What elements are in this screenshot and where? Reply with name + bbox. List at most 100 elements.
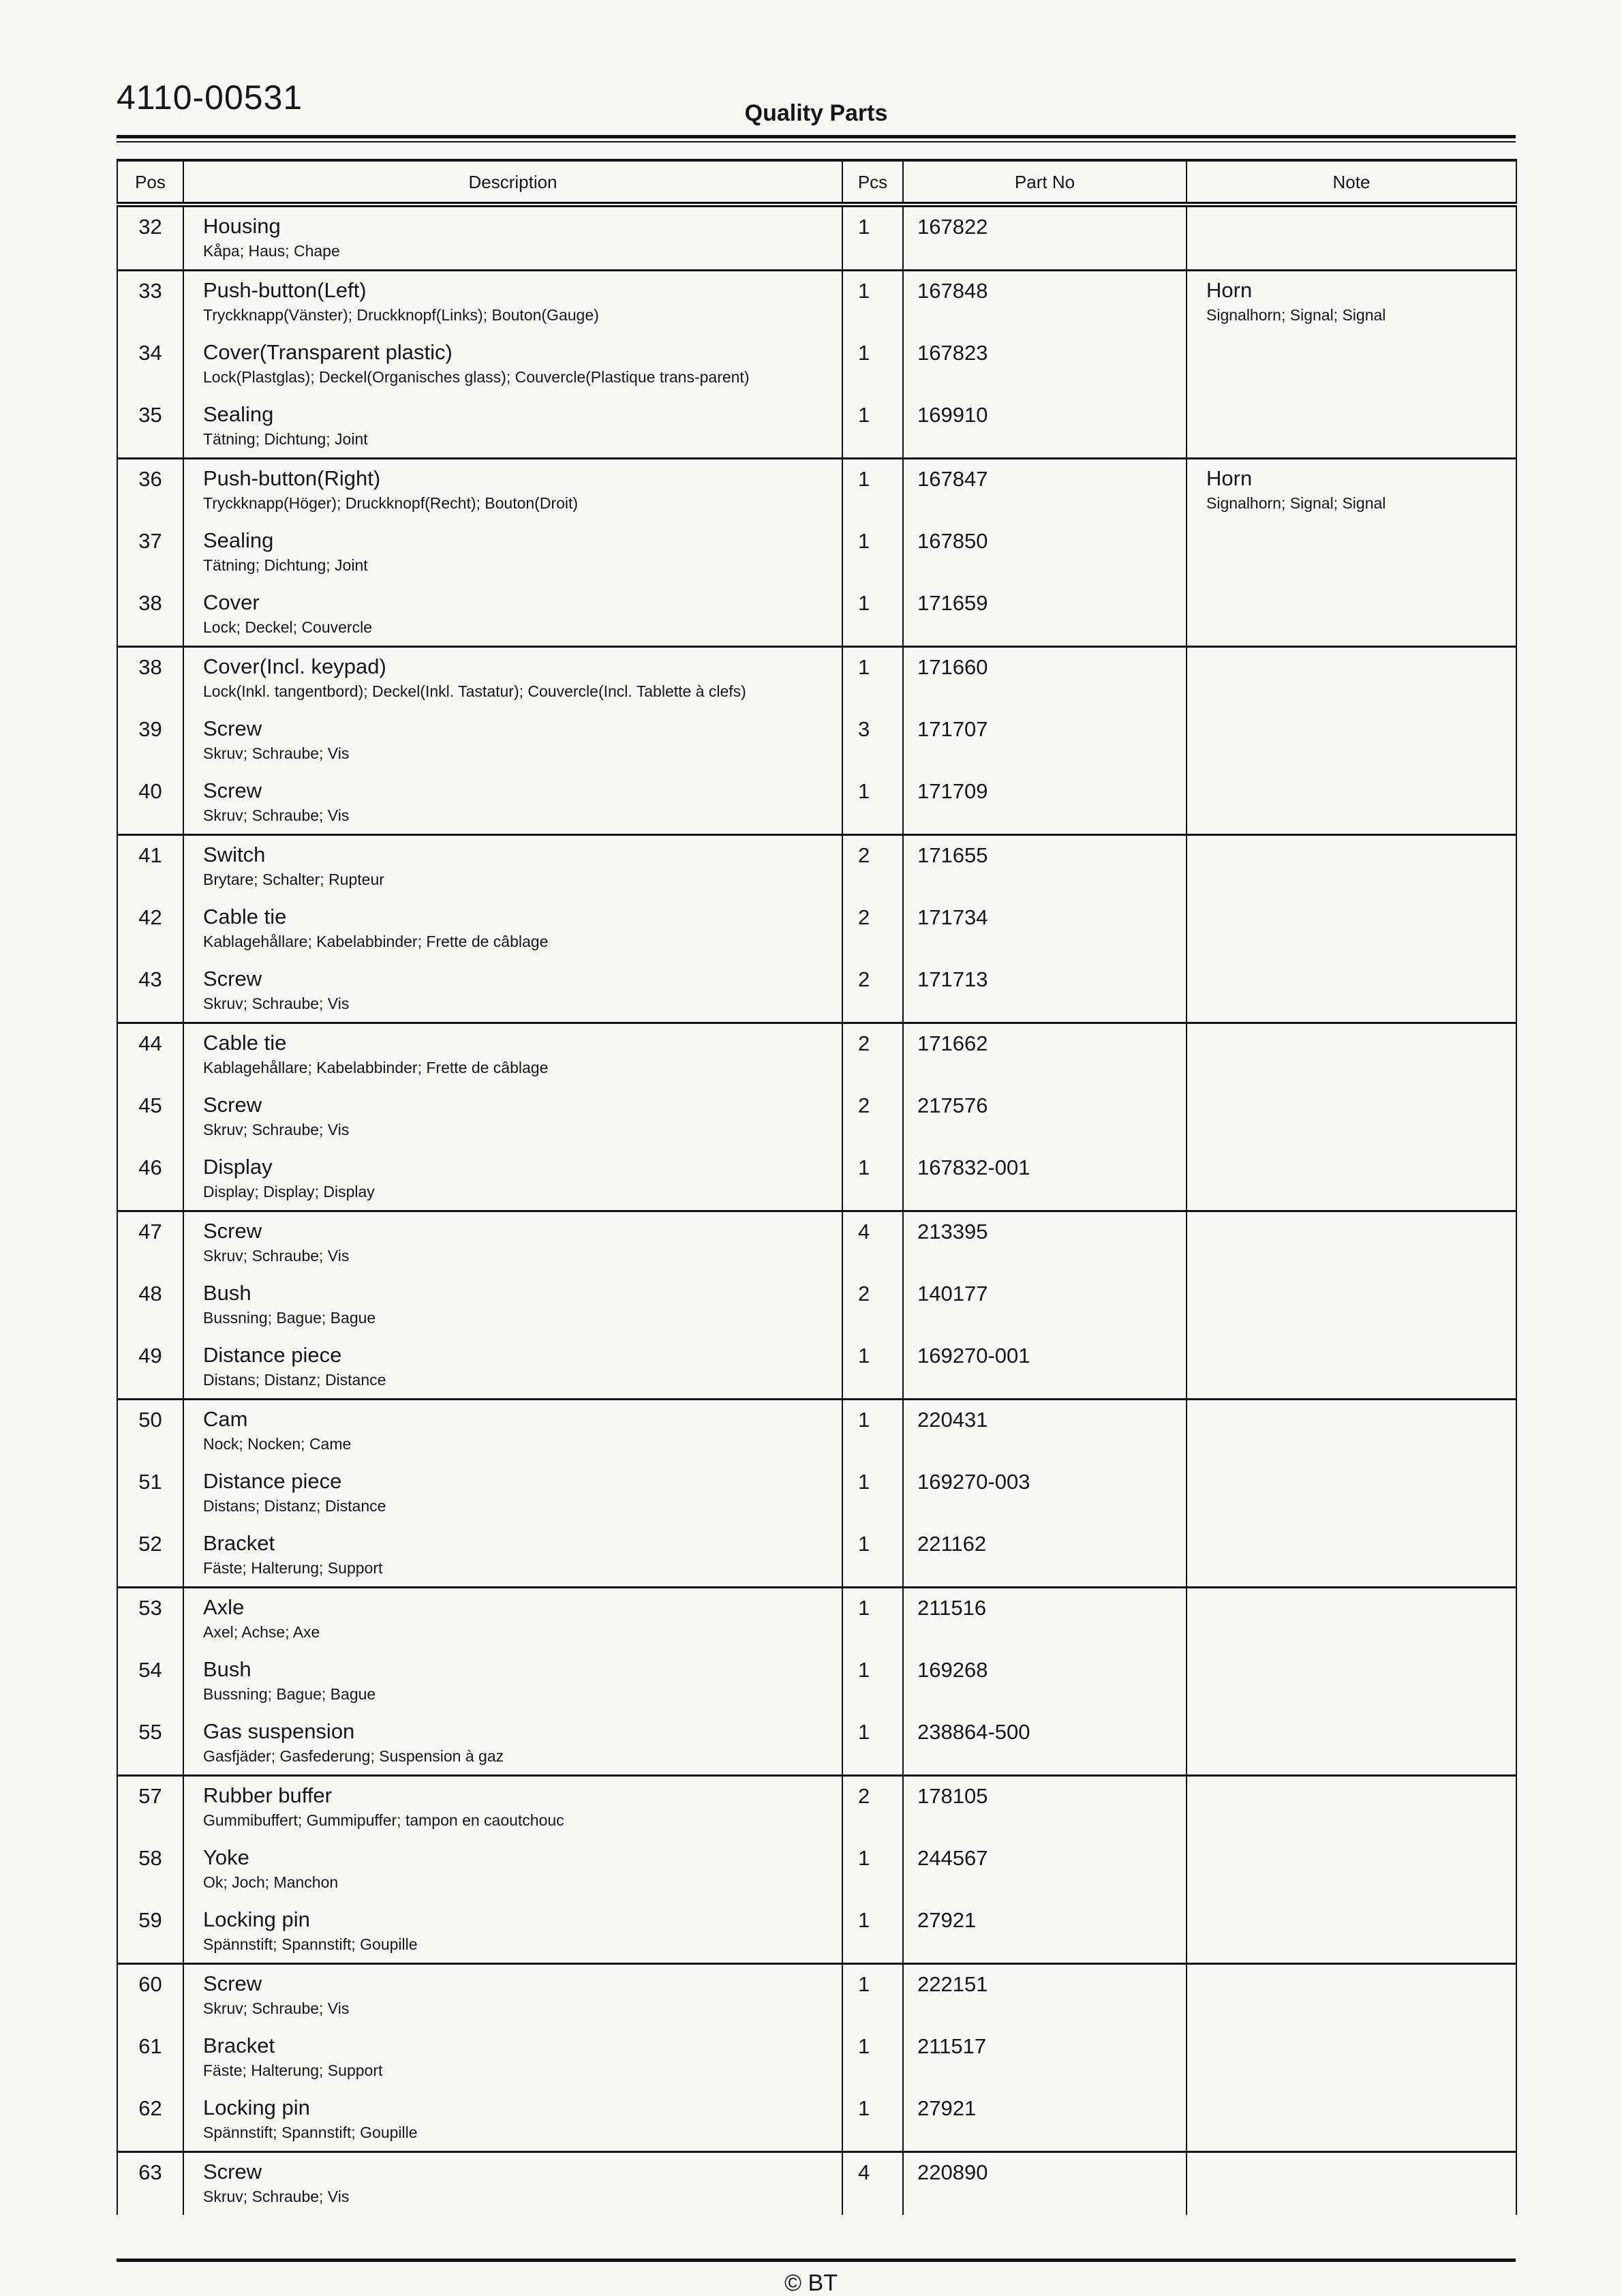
- note-cell: [1186, 395, 1517, 459]
- table-row: 62 Locking pin Spännstift; Spannstift; Gou…: [117, 2089, 1517, 2152]
- note-cell: [1186, 1712, 1517, 1776]
- description-main: Cover: [203, 590, 260, 614]
- note-cell: [1186, 2089, 1517, 2152]
- table-row: 61 Bracket Fäste; Halterung; Support 1 21151…: [117, 2027, 1517, 2089]
- pcs-cell: 1: [842, 522, 904, 584]
- note-cell: [1186, 898, 1517, 960]
- part-no-cell: 169268: [902, 1650, 1187, 1712]
- description-cell: Cable tie Kablagehållare; Kabelabbinder; …: [183, 1022, 843, 1086]
- part-no-cell: 140177: [902, 1274, 1187, 1336]
- pcs-cell: 1: [842, 2089, 904, 2152]
- description-translations: Kåpa; Haus; Chape: [203, 242, 340, 260]
- description-cell: Bush Bussning; Bague; Bague: [183, 1274, 843, 1336]
- pos-cell: 55: [117, 1712, 184, 1776]
- part-no-cell: 167850: [902, 522, 1187, 584]
- pos-cell: 37: [117, 522, 184, 584]
- part-no-cell: 238864-500: [902, 1712, 1187, 1776]
- note-cell: [1186, 1963, 1517, 2027]
- table-row: 38 Cover Lock; Deckel; Couvercle 1 171659: [117, 584, 1517, 647]
- pos-cell: 45: [117, 1086, 184, 1148]
- description-cell: Sealing Tätning; Dichtung; Joint: [183, 395, 843, 459]
- description-main: Rubber buffer: [203, 1783, 332, 1807]
- part-no-cell: 167832-001: [902, 1148, 1187, 1211]
- description-cell: Screw Skruv; Schraube; Vis: [183, 1210, 843, 1274]
- part-no-cell: 171713: [902, 960, 1187, 1023]
- description-main: Push-button(Right): [203, 466, 381, 490]
- description-cell: Screw Skruv; Schraube; Vis: [183, 1086, 843, 1148]
- pcs-cell: 1: [842, 772, 904, 835]
- description-main: Screw: [203, 1219, 262, 1243]
- part-no-cell: 222151: [902, 1963, 1187, 2027]
- pcs-cell: 1: [842, 395, 904, 459]
- part-no-cell: 220890: [902, 2151, 1187, 2215]
- description-main: Cable tie: [203, 905, 287, 928]
- note-cell: [1186, 772, 1517, 835]
- note-cell: [1186, 1524, 1517, 1588]
- pcs-cell: 1: [842, 646, 904, 710]
- description-cell: Switch Brytare; Schalter; Rupteur: [183, 834, 843, 898]
- pos-cell: 32: [117, 205, 184, 271]
- description-main: Yoke: [203, 1845, 249, 1869]
- pcs-cell: 2: [842, 960, 904, 1023]
- description-translations: Tryckknapp(Vänster); Druckknopf(Links); …: [203, 306, 599, 324]
- part-no-cell: 27921: [902, 1901, 1187, 1964]
- column-header-part-no: Part No: [902, 160, 1187, 207]
- description-translations: Skruv; Schraube; Vis: [203, 995, 350, 1012]
- part-no-cell: 220431: [902, 1398, 1187, 1462]
- description-main: Display: [203, 1155, 273, 1179]
- table-row: 59 Locking pin Spännstift; Spannstift; Gou…: [117, 1901, 1517, 1964]
- note-cell: [1186, 960, 1517, 1023]
- column-header-description: Description: [183, 160, 843, 207]
- description-cell: Cable tie Kablagehållare; Kabelabbinder; …: [183, 898, 843, 960]
- note-cell: [1186, 1336, 1517, 1400]
- table-row: 43 Screw Skruv; Schraube; Vis 2 171713: [117, 960, 1517, 1023]
- description-cell: Push-button(Left) Tryckknapp(Vänster); Dr…: [183, 269, 843, 333]
- table-row: 58 Yoke Ok; Joch; Manchon 1 244567: [117, 1839, 1517, 1901]
- description-main: Bush: [203, 1657, 251, 1681]
- pos-cell: 61: [117, 2027, 184, 2089]
- pos-cell: 38: [117, 584, 184, 647]
- pcs-cell: 2: [842, 898, 904, 960]
- page-header: 4110-00531 Quality Parts: [117, 0, 1516, 126]
- description-main: Screw: [203, 967, 262, 991]
- note-cell: Horn Signalhorn; Signal; Signal: [1186, 269, 1517, 333]
- table-row: 46 Display Display; Display; Display 1 16783…: [117, 1148, 1517, 1211]
- pos-cell: 40: [117, 772, 184, 835]
- pcs-cell: 1: [842, 269, 904, 333]
- description-cell: Gas suspension Gasfjäder; Gasfederung; Su…: [183, 1712, 843, 1776]
- note-cell: [1186, 2027, 1517, 2089]
- table-row: 57 Rubber buffer Gummibuffert; Gummipuffer…: [117, 1774, 1517, 1839]
- description-cell: Housing Kåpa; Haus; Chape: [183, 205, 843, 271]
- description-translations: Lock(Plastglas); Deckel(Organisches glas…: [203, 368, 750, 386]
- description-cell: Cover Lock; Deckel; Couvercle: [183, 584, 843, 647]
- table-header: Pos Description Pcs Part No Note: [117, 160, 1517, 207]
- part-no-cell: 167822: [902, 205, 1187, 271]
- part-no-cell: 167847: [902, 457, 1187, 522]
- pcs-cell: 2: [842, 834, 904, 898]
- note-cell: [1186, 1210, 1517, 1274]
- note-cell: [1186, 205, 1517, 271]
- part-no-cell: 178105: [902, 1774, 1187, 1839]
- description-main: Screw: [203, 2160, 262, 2184]
- note-cell: [1186, 1839, 1517, 1901]
- description-translations: Kablagehållare; Kabelabbinder; Frette de…: [203, 933, 549, 950]
- pos-cell: 52: [117, 1524, 184, 1588]
- pos-cell: 41: [117, 834, 184, 898]
- description-main: Bush: [203, 1281, 251, 1305]
- table-row: 38 Cover(Incl. keypad) Lock(Inkl. tangentb…: [117, 646, 1517, 710]
- description-translations: Kablagehållare; Kabelabbinder; Frette de…: [203, 1059, 549, 1076]
- table-row: 48 Bush Bussning; Bague; Bague 2 140177: [117, 1274, 1517, 1336]
- description-translations: Skruv; Schraube; Vis: [203, 1999, 350, 2017]
- description-cell: Yoke Ok; Joch; Manchon: [183, 1839, 843, 1901]
- table-row: 52 Bracket Fäste; Halterung; Support 1 22116…: [117, 1524, 1517, 1588]
- table-row: 49 Distance piece Distans; Distanz; Distan…: [117, 1336, 1517, 1400]
- header-divider-rule: [117, 135, 1516, 142]
- table-row: 33 Push-button(Left) Tryckknapp(Vänster); …: [117, 269, 1517, 333]
- column-header-pcs: Pcs: [842, 160, 904, 207]
- note-cell: [1186, 1148, 1517, 1211]
- pcs-cell: 1: [842, 2027, 904, 2089]
- note-cell: [1186, 1398, 1517, 1462]
- description-main: Housing: [203, 214, 281, 238]
- pos-cell: 33: [117, 269, 184, 333]
- pcs-cell: 1: [842, 584, 904, 647]
